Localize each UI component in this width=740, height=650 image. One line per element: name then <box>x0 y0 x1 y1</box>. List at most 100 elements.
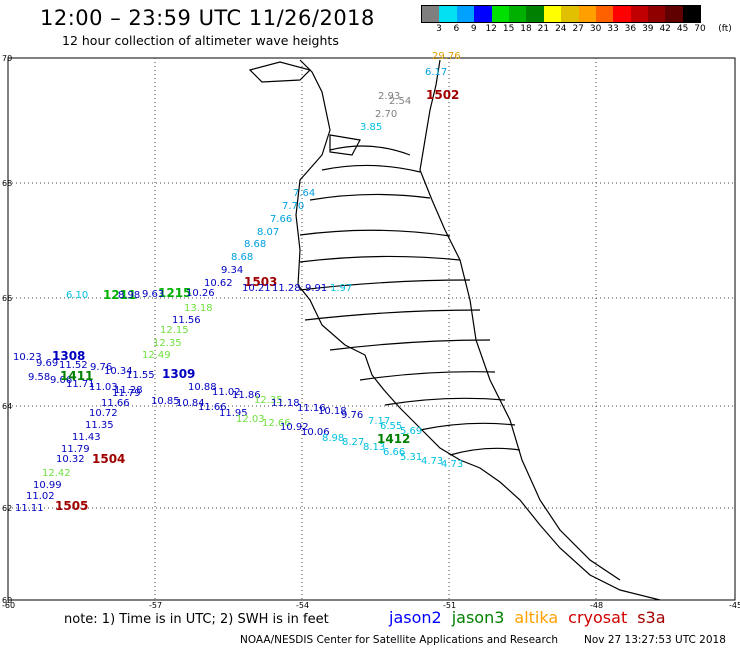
scale-swatch <box>630 6 649 22</box>
wave-height-value: 11.79 <box>112 388 141 399</box>
color-scale-bar <box>421 5 702 23</box>
scale-swatch <box>422 6 440 22</box>
lat-label: 64 <box>2 402 12 411</box>
wave-height-value: 7.66 <box>270 214 292 225</box>
scale-swatch <box>491 6 509 22</box>
wave-height-value: 11.11 <box>15 503 44 514</box>
wave-height-value: 4.73 <box>421 456 443 467</box>
scale-swatch <box>439 6 457 22</box>
wave-height-value: 10.88 <box>188 382 217 393</box>
wave-height-value: 12.15 <box>160 325 189 336</box>
satellite-legend: jason2 jason3 altika cryosat s3a <box>389 608 676 627</box>
lon-label: -51 <box>443 601 456 610</box>
wave-height-value: 12.03 <box>236 414 265 425</box>
legend-jason2: jason2 <box>389 608 442 627</box>
track-id-label: 1411 <box>60 369 93 383</box>
wave-height-value: 10.84 <box>176 398 205 409</box>
wave-height-value: 10.18 <box>318 406 347 417</box>
wave-height-value: 11.56 <box>172 315 201 326</box>
wave-height-value: 6.55 <box>380 421 402 432</box>
footer-note: note: 1) Time is in UTC; 2) SWH is in fe… <box>64 612 329 627</box>
legend-altika: altika <box>514 608 559 627</box>
wave-height-value: 2.54 <box>389 96 411 107</box>
wave-height-value: 11.79 <box>61 444 90 455</box>
scale-label: 30 <box>589 24 602 34</box>
wave-height-value: 8.07 <box>257 227 279 238</box>
wave-height-value: 10.32 <box>56 454 85 465</box>
wave-height-value: 12.35 <box>254 395 283 406</box>
scale-swatch <box>508 6 527 22</box>
wave-height-value: 8.68 <box>244 239 266 250</box>
wave-height-value: 6.66 <box>383 447 405 458</box>
wave-height-value: 2.70 <box>375 109 397 120</box>
lat-label: 60 <box>2 596 12 605</box>
scale-label: 18 <box>520 24 532 34</box>
scale-swatch <box>578 6 596 22</box>
wave-height-value: 9.06 <box>50 375 72 386</box>
track-id-label: 1505 <box>55 499 88 513</box>
wave-height-value: 6.10 <box>66 290 88 301</box>
scale-swatch <box>613 6 631 22</box>
wave-height-value: 1.97 <box>330 283 352 294</box>
lon-label: -48 <box>590 601 603 610</box>
scale-label: 33 <box>607 24 619 34</box>
wave-height-value: 10.99 <box>33 480 62 491</box>
wave-height-value: 10.62 <box>204 278 233 289</box>
lat-label: 66 <box>2 294 12 303</box>
scale-label: 70 <box>694 24 706 34</box>
wave-height-value: 9.63 <box>142 289 164 300</box>
track-id-label: 1211 <box>103 288 136 302</box>
wave-height-value: 11.28 <box>114 385 143 396</box>
wave-height-value: 11.95 <box>219 408 248 419</box>
wave-height-value: 12.49 <box>142 350 171 361</box>
credit-text: NOAA/NESDIS Center for Satellite Applica… <box>240 634 558 646</box>
wave-height-value: 3.85 <box>360 122 382 133</box>
scale-label: 3 <box>436 24 442 34</box>
wave-height-value: 7.64 <box>293 188 315 199</box>
wave-height-value: 11.18 <box>271 398 300 409</box>
scale-label: 9 <box>470 24 477 34</box>
lon-label: -54 <box>296 601 309 610</box>
chart-subtitle: 12 hour collection of altimeter wave hei… <box>62 33 339 48</box>
wave-height-value: 9.76 <box>341 410 363 421</box>
wave-height-value: 11.35 <box>85 420 114 431</box>
wave-height-value: 10.72 <box>89 408 118 419</box>
scale-unit: (ft) <box>718 24 732 34</box>
wave-height-readings: 29.76 6.17 1502 2.932.54 2.70 3.85 7.64 7.70 7.6… <box>13 51 463 514</box>
wave-height-value: 8.27 <box>342 437 364 448</box>
wave-height-value: 6.17 <box>425 67 447 78</box>
track-id-label: 1308 <box>52 349 85 363</box>
wave-height-value: 11.02 <box>212 387 241 398</box>
wave-height-value: 10.21 <box>242 283 271 294</box>
wave-height-value: 9.34 <box>221 265 243 276</box>
wave-height-value: 10.85 <box>151 396 180 407</box>
wave-height-value: 11.86 <box>232 390 261 401</box>
wave-height-value: 9.69 <box>36 358 58 369</box>
wave-height-value: 5.69 <box>400 426 422 437</box>
wave-height-value: 7.70 <box>282 201 304 212</box>
track-id-label: 1502 <box>426 88 459 102</box>
scale-label: 21 <box>537 24 550 34</box>
wave-height-value: 4.73 <box>441 459 463 470</box>
wave-height-value: 12.66 <box>262 418 291 429</box>
legend-cryosat: cryosat <box>568 608 628 627</box>
lat-label: 70 <box>2 54 12 63</box>
scale-label: 15 <box>502 24 515 34</box>
wave-height-value: 10.26 <box>186 288 215 299</box>
wave-height-value: 11.55 <box>126 370 155 381</box>
wave-height-value: 2.93 <box>378 91 400 102</box>
scale-swatch <box>474 6 492 22</box>
wave-height-value: 10.92 <box>280 422 309 433</box>
greenland-coastline <box>248 59 661 601</box>
lat-label: 68 <box>2 179 12 188</box>
scale-label: 39 <box>642 24 654 34</box>
wave-height-value: 9.58 <box>28 372 50 383</box>
scale-label: 45 <box>676 24 689 34</box>
track-id-label: 1309 <box>162 367 195 381</box>
lon-label: -45 <box>729 601 740 610</box>
scale-label: 27 <box>572 24 584 34</box>
wave-height-value: 11.66 <box>198 402 227 413</box>
scale-label: 42 <box>659 24 671 34</box>
scale-swatch <box>543 6 562 22</box>
